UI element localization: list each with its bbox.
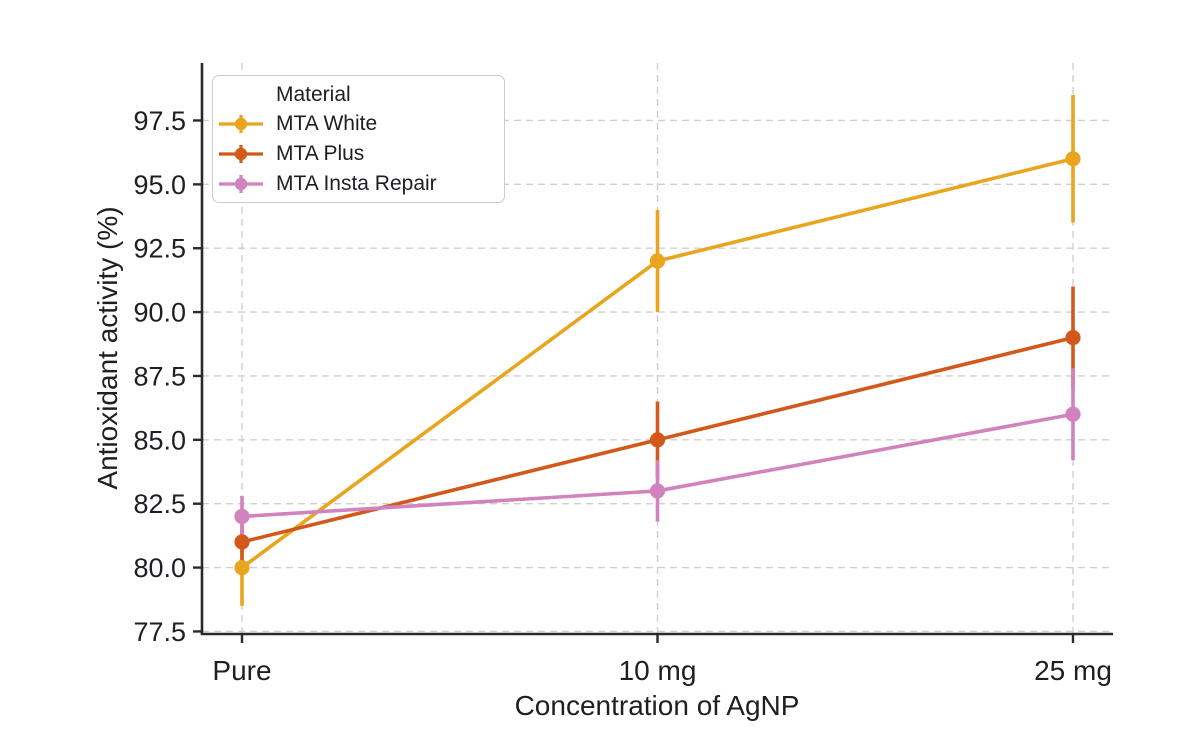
- legend-item-mta-plus: MTA Plus: [218, 139, 494, 169]
- x-tick-label-10-mg: 10 mg: [619, 655, 697, 686]
- y-tick-label: 80.0: [133, 553, 186, 583]
- y-tick-label: 97.5: [133, 106, 186, 136]
- y-tick-label: 92.5: [133, 234, 186, 264]
- data-point-mta-white-pure: [234, 559, 250, 576]
- legend-item-mta-insta-repair: MTA Insta Repair: [218, 169, 494, 199]
- y-tick-label: 87.5: [133, 361, 186, 391]
- legend-label-mta-plus: MTA Plus: [276, 142, 365, 165]
- y-tick-label: 77.5: [133, 617, 186, 647]
- x-tick-label-25-mg: 25 mg: [1034, 655, 1112, 686]
- x-axis-title: Concentration of AgNP: [514, 690, 800, 721]
- legend-marker-mta-plus-icon: [219, 145, 263, 163]
- data-point-mta-insta-repair-pure: [234, 508, 250, 525]
- legend-label-mta-insta-repair: MTA Insta Repair: [276, 172, 437, 195]
- data-point-mta-plus-25-mg: [1065, 330, 1081, 346]
- y-tick-label: 95.0: [133, 170, 186, 200]
- legend-marker-mta-white-icon: [219, 115, 263, 133]
- y-axis-title: Antioxidant activity (%): [92, 206, 123, 490]
- y-tick-label: 85.0: [133, 425, 186, 455]
- data-point-mta-plus-pure: [234, 534, 250, 550]
- legend-item-mta-white: MTA White: [218, 109, 494, 139]
- data-point-mta-plus-10-mg: [649, 432, 666, 448]
- data-point-mta-white-10-mg: [649, 253, 666, 269]
- data-point-mta-insta-repair-25-mg: [1065, 406, 1081, 422]
- y-tick-label: 82.5: [133, 489, 186, 519]
- legend-marker-mta-insta-repair-icon: [219, 175, 263, 193]
- legend-title: Material: [276, 83, 351, 106]
- y-tick-label: 90.0: [133, 298, 186, 328]
- legend: Material MTA White MTA Plus MTA: [212, 75, 505, 203]
- data-point-mta-insta-repair-10-mg: [649, 483, 666, 499]
- x-tick-label-pure: Pure: [212, 655, 271, 686]
- legend-label-mta-white: MTA White: [276, 112, 378, 135]
- data-point-mta-white-25-mg: [1065, 151, 1081, 167]
